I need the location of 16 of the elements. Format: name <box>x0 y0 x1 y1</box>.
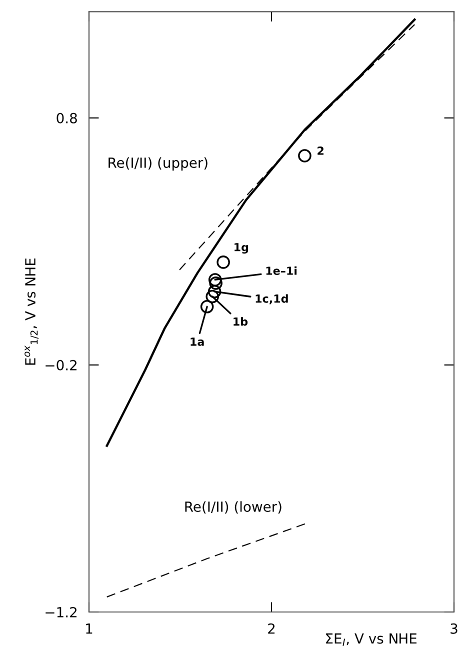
annotation: Re(I/II) (lower) <box>185 501 282 514</box>
annotation: 1g <box>234 243 248 254</box>
annotation: 1c,1d <box>256 294 288 304</box>
x-axis-title: ΣE$_{I}$, V vs NHE <box>326 633 416 646</box>
x-tick-label: 3 <box>450 623 458 634</box>
annotation: 1a <box>190 338 204 346</box>
annotation: 1e–1i <box>266 266 297 275</box>
annotation: Re(I/II) (upper) <box>108 157 208 171</box>
y-tick-label: −1.2 <box>46 606 76 618</box>
y-tick-label: 0.8 <box>56 112 77 124</box>
annotation: 2 <box>318 146 324 155</box>
x-tick-label: 2 <box>268 623 275 634</box>
y-axis-title: E$^{ox}$$_{1/2}$, V vs NHE <box>24 258 39 365</box>
annotation: 1b <box>234 317 248 326</box>
y-tick-label: −0.2 <box>46 360 76 370</box>
x-tick-label: 1 <box>86 624 92 634</box>
